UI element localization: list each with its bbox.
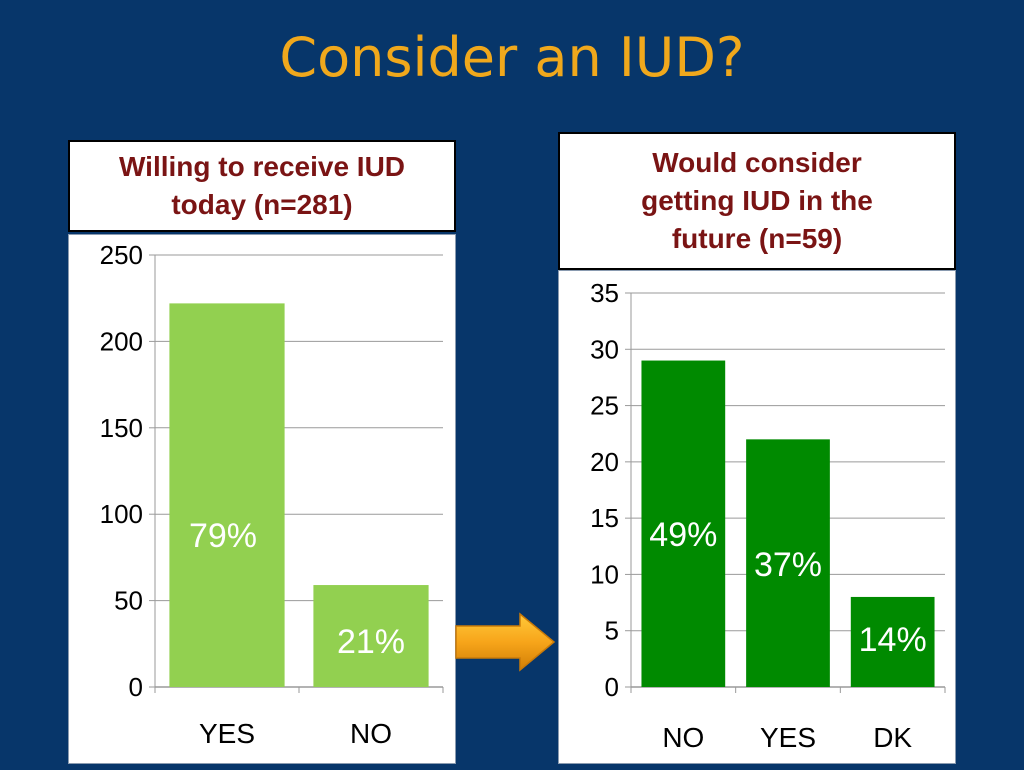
right-y-tick-label: 5	[605, 616, 619, 646]
right-data-label-dk: 14%	[859, 621, 927, 659]
right-arrow-icon	[455, 612, 556, 672]
right-y-tick-label: 35	[590, 278, 619, 308]
left-bar-yes	[169, 303, 285, 687]
right-category-label-dk: DK	[873, 722, 912, 753]
right-bar-no	[641, 360, 726, 687]
left-y-tick-label: 200	[100, 326, 143, 356]
right-y-tick-label: 0	[605, 672, 619, 702]
right-bar-chart: 0 5 10 15 20 25 30 35 49% NO 37% YES 14% DK	[590, 278, 946, 753]
left-y-tick-label: 100	[100, 499, 143, 529]
left-bar-chart: 0 50 100 150 200 250 79% YES 21% NO	[100, 240, 444, 749]
right-y-tick-label: 20	[590, 447, 619, 477]
left-chart-title-box: Willing to receive IUD today (n=281)	[68, 140, 456, 232]
left-data-label-no: 21%	[337, 623, 405, 661]
left-bar-no	[313, 585, 429, 687]
right-chart-title: Would consider getting IUD in the future…	[641, 147, 873, 254]
right-y-tick-label: 30	[590, 334, 619, 364]
slide-title: Consider an IUD?	[279, 26, 745, 89]
right-bar-dk	[850, 596, 935, 687]
right-y-tick-label: 10	[590, 559, 619, 589]
left-y-tick-label: 150	[100, 413, 143, 443]
left-category-label-no: NO	[350, 718, 392, 749]
right-chart-title-box: Would consider getting IUD in the future…	[558, 132, 956, 270]
right-category-label-yes: YES	[760, 722, 816, 753]
left-chart-panel: 0 50 100 150 200 250 79% YES 21% NO	[68, 234, 456, 764]
right-bar-yes	[746, 439, 830, 687]
right-data-label-no: 49%	[649, 516, 717, 554]
right-chart-panel: 0 5 10 15 20 25 30 35 49% NO 37% YES 14% DK	[558, 270, 956, 764]
right-data-label-yes: 37%	[754, 546, 822, 584]
left-y-tick-label: 0	[129, 672, 143, 702]
left-y-tick-label: 50	[114, 586, 143, 616]
right-category-label-no: NO	[662, 722, 704, 753]
left-data-label-yes: 79%	[189, 517, 257, 555]
left-chart-title: Willing to receive IUD today (n=281)	[118, 151, 406, 220]
right-y-tick-label: 15	[590, 503, 619, 533]
left-y-tick-label: 250	[100, 240, 143, 270]
right-y-tick-label: 25	[590, 391, 619, 421]
left-category-label-yes: YES	[199, 718, 255, 749]
